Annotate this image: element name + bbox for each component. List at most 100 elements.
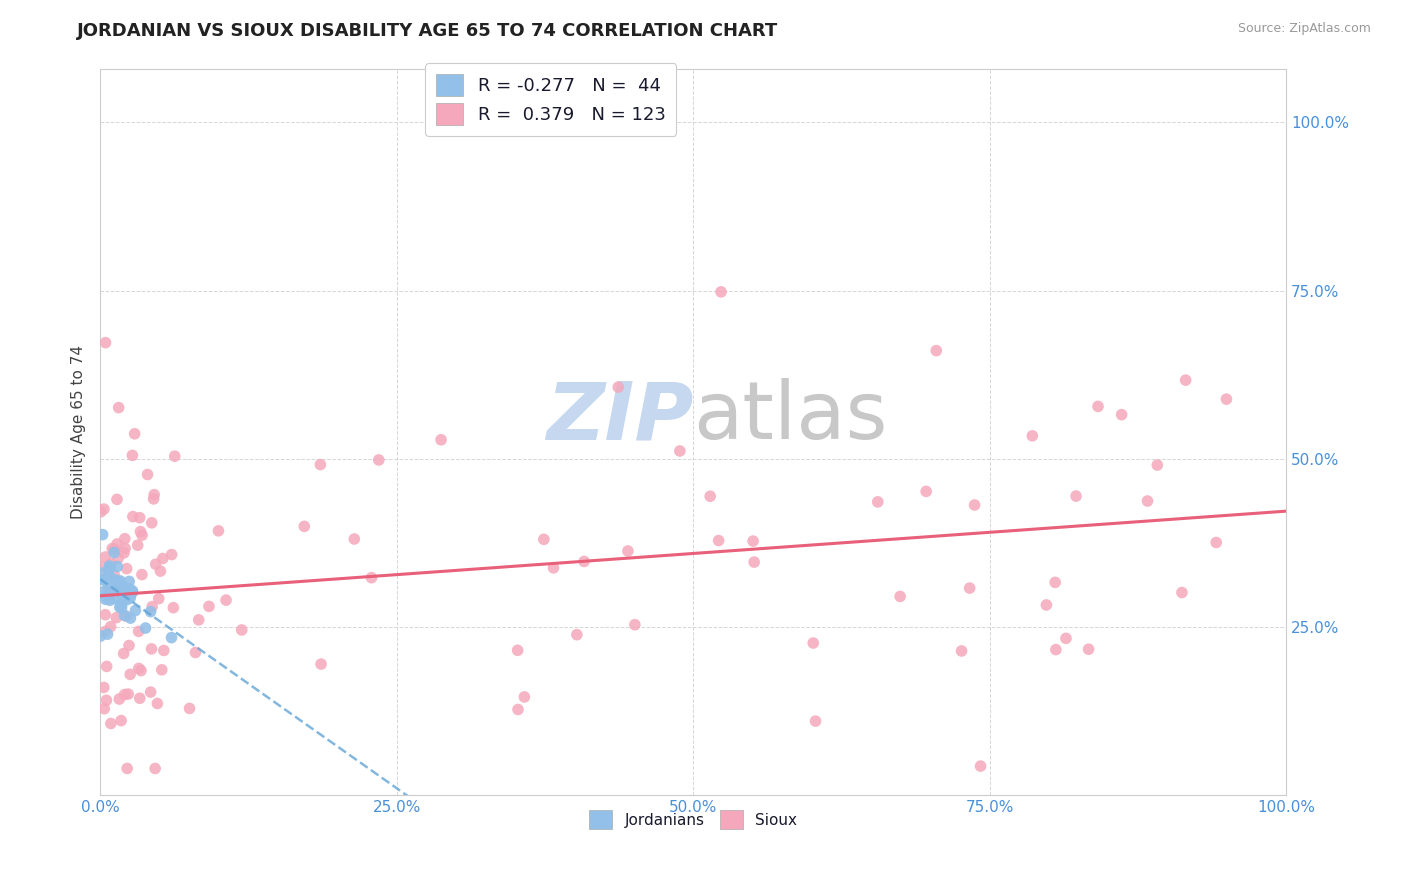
Point [110,600,132,615]
Point [533,533,555,547]
Point [129,524,152,539]
Point [139,685,162,699]
Point [100,620,122,634]
Point [98,559,121,574]
Point [121,585,143,599]
Point [146,697,169,711]
Point [115,562,138,576]
Point [129,664,152,678]
Point [120,611,142,625]
Point [128,691,150,706]
Point [110,598,132,612]
Point [120,591,142,605]
Point [110,587,132,601]
Point [430,433,453,447]
Point [108,692,131,706]
Point [1146,458,1168,472]
Point [543,561,565,575]
Point [139,605,162,619]
Point [1087,400,1109,414]
Point [963,498,986,512]
Point [866,495,889,509]
Point [94,592,117,607]
Point [97,591,120,605]
Point [105,492,128,507]
Point [742,555,765,569]
Point [925,343,948,358]
Text: atlas: atlas [693,378,887,457]
Point [367,453,389,467]
Point [1045,642,1067,657]
Point [128,510,150,524]
Point [90,629,112,643]
Point [143,762,166,776]
Point [120,667,142,681]
Point [179,701,201,715]
Point [107,551,129,566]
Point [115,609,138,624]
Point [143,488,166,502]
Point [131,567,153,582]
Point [110,579,132,593]
Point [889,590,911,604]
Point [94,590,117,604]
Point [149,564,172,578]
Point [152,551,174,566]
Point [97,583,120,598]
Point [100,716,122,731]
Point [96,659,118,673]
Point [98,560,121,574]
Point [103,573,125,587]
Point [145,558,167,572]
Point [118,574,141,589]
Point [309,657,332,672]
Point [1205,535,1227,549]
Point [1021,429,1043,443]
Point [103,568,125,582]
Point [343,532,366,546]
Point [93,573,115,587]
Point [1136,494,1159,508]
Point [1054,632,1077,646]
Text: JORDANIAN VS SIOUX DISABILITY AGE 65 TO 74 CORRELATION CHART: JORDANIAN VS SIOUX DISABILITY AGE 65 TO … [77,22,779,40]
Point [160,631,183,645]
Point [98,569,121,583]
Point [127,538,149,552]
Point [93,701,115,715]
Point [309,458,332,472]
Point [150,663,173,677]
Point [969,759,991,773]
Point [135,621,157,635]
Point [112,647,135,661]
Point [97,589,120,603]
Point [141,516,163,530]
Point [624,617,647,632]
Point [114,532,136,546]
Point [96,693,118,707]
Legend: Jordanians, Sioux: Jordanians, Sioux [583,805,803,835]
Point [506,702,529,716]
Point [91,527,114,541]
Point [107,401,129,415]
Y-axis label: Disability Age 65 to 74: Disability Age 65 to 74 [72,345,86,519]
Point [1035,598,1057,612]
Point [118,639,141,653]
Point [111,596,134,610]
Point [103,591,125,606]
Point [1174,373,1197,387]
Point [121,449,143,463]
Point [607,380,630,394]
Point [1111,408,1133,422]
Point [93,681,115,695]
Point [141,599,163,614]
Point [117,592,139,607]
Point [93,502,115,516]
Point [950,644,973,658]
Point [153,643,176,657]
Point [103,542,125,557]
Point [187,613,209,627]
Point [959,581,981,595]
Point [162,600,184,615]
Point [506,643,529,657]
Point [513,690,536,704]
